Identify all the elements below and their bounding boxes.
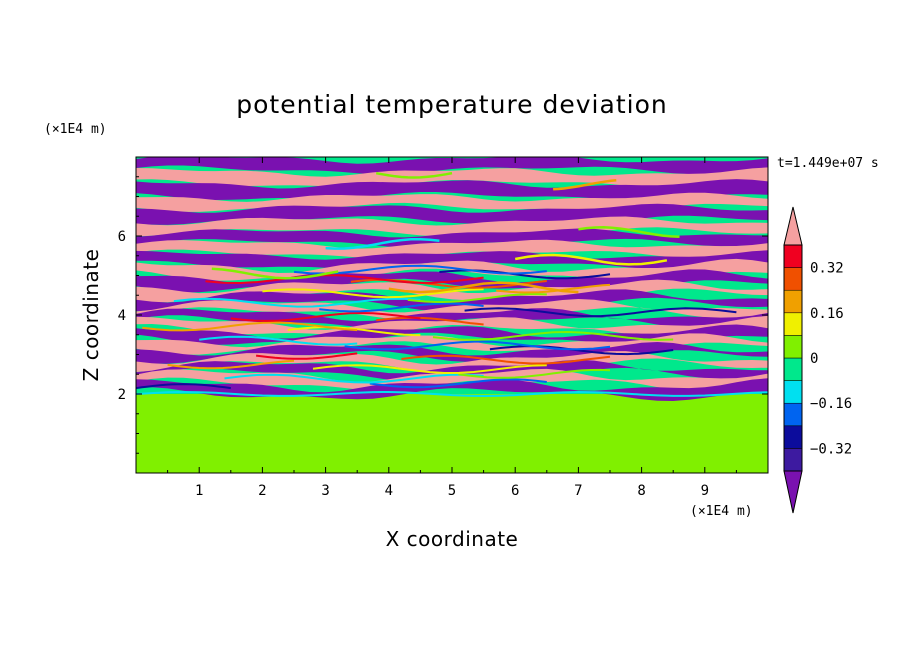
colorbar-segment [783,425,803,449]
x-tick-label: 9 [701,483,709,499]
layer-boundary [136,390,768,398]
field-band [136,250,768,270]
y-unit-label: (×1E4 m) [44,122,107,137]
colorbar: 0.32 0.16 0 −0.16 −0.32 [783,206,852,514]
colorbar-label: 0.16 [810,306,844,322]
colorbar-segment [783,357,803,381]
field-layers [136,157,768,473]
y-tick-label: 6 [118,229,126,245]
x-tick-label: 4 [385,483,393,499]
field-streak [224,373,484,384]
x-tick-label: 5 [448,483,456,499]
field-streak [167,359,295,370]
field-band [136,228,768,248]
field-streak [142,321,358,332]
field-streak [325,237,440,250]
time-label: t=1.449e+07 s [777,156,879,171]
y-axis-title: Z coordinate [79,249,103,382]
field-streak [496,283,611,294]
field-streak [136,383,231,390]
field-streak [376,316,484,326]
colorbar-label: −0.32 [810,441,852,457]
field-band [136,351,768,372]
colorbar-label: 0.32 [810,261,844,277]
field-streak [344,340,611,351]
field-patch [393,406,475,470]
field-band [136,315,768,338]
field-streak [205,274,484,285]
field-streak [388,281,579,294]
field-streak [514,253,668,266]
colorbar-segment [783,448,803,472]
field-band [136,167,768,189]
colorbar-label: −0.16 [810,396,852,412]
field-patch [150,395,353,434]
colorbar-under [783,470,803,514]
field-streak [230,311,421,322]
field-patch [238,451,330,473]
field-patch [635,400,706,459]
field-streak [211,267,339,280]
field-streak [464,307,737,318]
field-streak [173,297,421,308]
x-tick-label: 7 [574,483,582,499]
field-band [136,299,768,321]
field-band [136,157,768,175]
field-streak [199,335,358,346]
y-tick-label: 2 [118,387,126,403]
plot-area [136,157,768,473]
x-tick-label: 2 [258,483,266,499]
field-streak [407,293,547,304]
chart-title: potential temperature deviation [236,90,667,119]
y-ticks: 2 4 6 [118,176,768,454]
field-streak [369,378,547,389]
x-tick-label: 1 [195,483,203,499]
x-tick-label: 3 [321,483,329,499]
field-band [136,368,768,392]
field-band [136,179,768,202]
field-band [136,289,768,312]
field-streak [489,345,674,356]
field-patch [557,416,644,472]
colorbar-segment [783,289,803,314]
colorbar-segment [783,312,803,336]
x-unit-label: (×1E4 m) [690,504,753,519]
x-tick-label: 6 [511,483,519,499]
field-patch [481,405,551,457]
field-streak [432,330,674,341]
field-patch [693,431,768,473]
colorbar-frame [783,244,803,472]
x-ticks: 1 2 3 4 5 6 7 8 9 [167,157,737,499]
field-streak [375,171,453,179]
field-streak [458,368,611,379]
colorbar-segment [783,380,803,404]
field-streak [553,179,617,191]
field-streak [312,364,547,375]
colorbar-segment [783,267,803,291]
field-band [136,216,768,237]
field-band [136,308,768,329]
field-streak [401,354,611,365]
x-tick-label: 8 [637,483,645,499]
colorbar-label: 0 [810,351,818,367]
field-patch [336,442,390,473]
field-streak [255,352,358,360]
field-streak [319,302,484,313]
field-streak [262,288,484,299]
field-band [136,359,768,382]
colorbar-segment [783,244,803,268]
colorbar-segment [783,402,803,427]
colorbar-over [783,206,803,246]
colorbar-segment [783,335,803,359]
y-tick-label: 4 [118,308,126,324]
field-band [136,239,768,259]
x-axis-title: X coordinate [386,527,519,551]
field-streak [578,226,680,239]
